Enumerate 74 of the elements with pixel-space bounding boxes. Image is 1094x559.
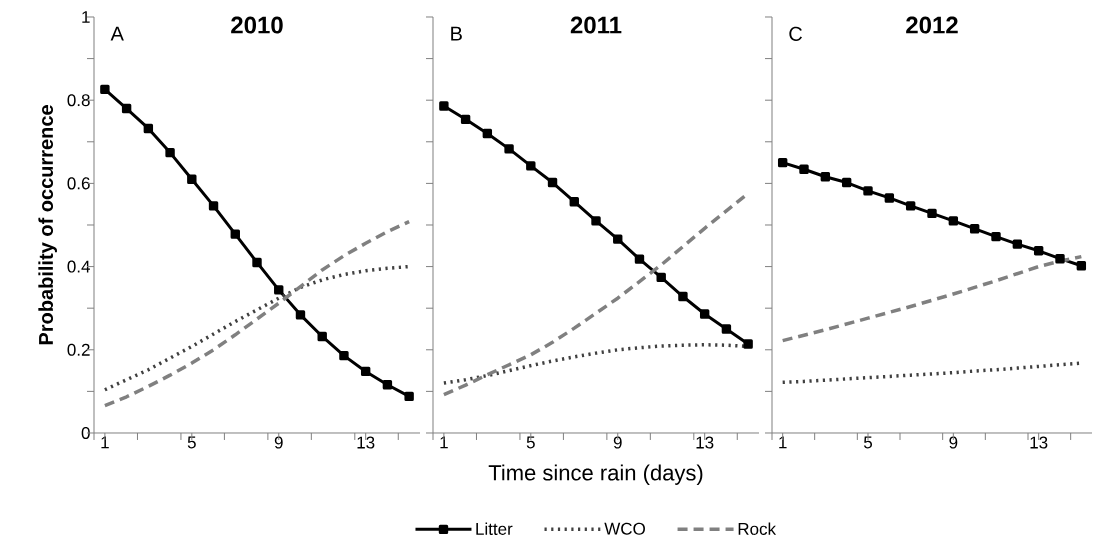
point	[656, 272, 666, 283]
point	[382, 380, 393, 390]
point	[439, 101, 449, 111]
point	[1055, 253, 1065, 264]
y-tick-label: 0.8	[67, 94, 90, 107]
point	[678, 291, 688, 302]
point	[743, 339, 753, 349]
chart-title: 2010	[231, 16, 283, 34]
point	[613, 234, 623, 244]
point	[591, 216, 601, 226]
x-tick-label: 1	[440, 436, 448, 449]
point	[317, 331, 327, 342]
chart-title: 2011	[570, 16, 622, 34]
x-tick-label: 9	[949, 436, 958, 449]
point	[927, 208, 937, 219]
point	[969, 224, 980, 234]
point	[360, 366, 371, 377]
chart-title: 2012	[906, 16, 958, 34]
point	[1076, 261, 1087, 271]
point	[948, 216, 959, 226]
y-tick-label: 0.6	[67, 177, 90, 190]
x-tick-label: 1	[779, 436, 787, 449]
point	[820, 172, 831, 182]
x-tick-label: 5	[526, 436, 535, 449]
point	[482, 128, 493, 139]
y-tick-label: 1	[82, 11, 90, 23]
point	[121, 103, 132, 114]
point	[1012, 239, 1023, 249]
point	[884, 193, 895, 203]
point	[991, 231, 1001, 242]
point	[1033, 246, 1044, 256]
point	[863, 186, 873, 196]
x-tick-label: 5	[187, 436, 196, 449]
point	[569, 196, 579, 207]
point	[339, 350, 349, 361]
x-tick-label: 9	[613, 436, 622, 449]
point	[504, 144, 514, 154]
y-tick-label: 0.2	[67, 343, 90, 356]
y-tick-label: 0	[81, 426, 90, 440]
x-tick-label: 5	[863, 436, 873, 449]
point	[208, 201, 219, 211]
point	[143, 123, 154, 134]
x-axis-title: Time since rain (days)	[488, 464, 703, 485]
point	[187, 174, 197, 184]
legend-label: Rock	[738, 522, 777, 535]
point	[404, 391, 414, 402]
x-tick-label: 13	[1030, 436, 1048, 449]
annotation: C	[789, 26, 803, 41]
point	[634, 254, 645, 264]
point	[841, 177, 852, 188]
legend-label: Litter	[476, 522, 513, 535]
point	[526, 161, 536, 171]
point	[274, 285, 284, 295]
point	[460, 114, 471, 125]
point	[799, 164, 809, 174]
x-tick-label: 13	[696, 436, 714, 449]
point	[230, 229, 240, 239]
point	[777, 157, 788, 168]
point	[100, 84, 110, 95]
legend-label: WCO	[604, 522, 645, 535]
point	[252, 257, 262, 268]
point	[905, 201, 916, 211]
point	[165, 147, 175, 158]
point	[699, 309, 710, 319]
x-tick-label: 9	[274, 436, 283, 449]
annotation: B	[451, 26, 462, 41]
point	[547, 177, 558, 188]
x-tick-label: 1	[101, 436, 109, 449]
y-axis-title: Probability of occurrence	[38, 105, 57, 345]
annotation: A	[110, 26, 124, 41]
x-tick-label: 13	[357, 436, 375, 449]
y-tick-label: 0.4	[67, 260, 90, 273]
point	[721, 324, 732, 334]
point	[295, 310, 306, 320]
